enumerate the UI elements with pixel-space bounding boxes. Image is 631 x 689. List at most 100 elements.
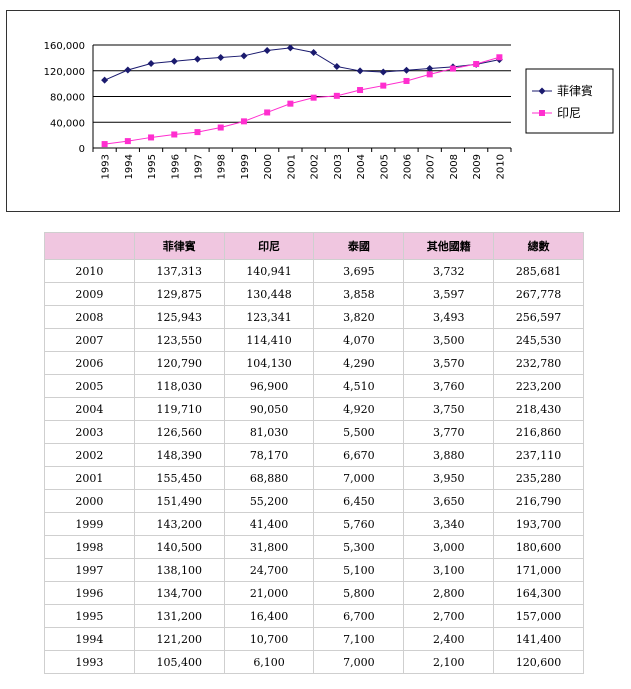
table-row: 1995 131,200 16,400 6,700 2,700 157,000 [44, 604, 584, 628]
x-tick-label: 2005 [379, 154, 390, 179]
table-cell: 7,100 [313, 627, 405, 651]
table-cell: 3,950 [403, 466, 495, 490]
legend-label: 印尼 [557, 106, 581, 120]
x-tick-label: 2009 [472, 154, 483, 179]
table-cell: 2,100 [403, 650, 495, 674]
data-point-diamond [240, 52, 248, 60]
data-point-square [403, 77, 410, 84]
table-cell: 6,450 [313, 489, 405, 513]
data-point-diamond [147, 60, 155, 68]
table-cell: 6,670 [313, 443, 405, 467]
x-tick-label: 2010 [495, 154, 506, 179]
table-cell: 245,530 [493, 328, 584, 352]
table-cell: 3,695 [313, 259, 405, 283]
table-cell: 41,400 [223, 512, 315, 536]
table-cell: 68,880 [223, 466, 315, 490]
table-cell: 96,900 [223, 374, 315, 398]
table-cell: 3,340 [403, 512, 495, 536]
column-header: 菲律賓 [133, 232, 225, 260]
data-point-diamond [217, 54, 225, 62]
column-header: 總數 [493, 232, 584, 260]
table-cell: 2010 [44, 259, 135, 283]
data-point-square [333, 92, 340, 99]
x-tick-label: 2004 [356, 154, 367, 179]
x-tick-label: 2008 [449, 154, 460, 179]
table-cell: 129,875 [133, 282, 225, 306]
data-point-diamond [403, 66, 410, 74]
table-cell: 6,700 [313, 604, 405, 628]
data-point-square [264, 109, 271, 116]
table-cell: 223,200 [493, 374, 584, 398]
table-row: 2005 118,030 96,900 4,510 3,760 223,200 [44, 374, 584, 398]
table-cell: 237,110 [493, 443, 584, 467]
column-header [44, 232, 135, 260]
data-point-square [148, 134, 155, 141]
table-cell: 3,570 [403, 351, 495, 375]
table-cell: 1998 [44, 535, 135, 559]
x-tick-label: 1999 [240, 154, 251, 179]
table-cell: 81,030 [223, 420, 315, 444]
data-point-square [194, 129, 201, 136]
table-cell: 2005 [44, 374, 135, 398]
table-cell: 1999 [44, 512, 135, 536]
table-cell: 164,300 [493, 581, 584, 605]
y-tick-label: 80,000 [50, 93, 85, 104]
table-cell: 120,790 [133, 351, 225, 375]
table-cell: 1995 [44, 604, 135, 628]
table-cell: 235,280 [493, 466, 584, 490]
table-cell: 143,200 [133, 512, 225, 536]
table-body: 2010 137,313 140,941 3,695 3,732 285,681 2009 1… [44, 259, 584, 674]
x-tick-label: 2003 [333, 154, 344, 179]
table-cell: 157,000 [493, 604, 584, 628]
table-row: 1997 138,100 24,700 5,100 3,100 171,000 [44, 558, 584, 582]
table-cell: 1996 [44, 581, 135, 605]
table-cell: 2000 [44, 489, 135, 513]
x-tick-label: 1995 [147, 154, 158, 179]
data-point-diamond [170, 57, 178, 65]
table-cell: 105,400 [133, 650, 225, 674]
data-point-square [287, 100, 294, 107]
table-cell: 2008 [44, 305, 135, 329]
legend-label: 菲律賓 [557, 83, 593, 98]
data-point-square [101, 141, 108, 148]
table-cell: 123,341 [223, 305, 315, 329]
table-cell: 137,313 [133, 259, 225, 283]
table-cell: 2,700 [403, 604, 495, 628]
table-row: 2008 125,943 123,341 3,820 3,493 256,597 [44, 305, 584, 329]
data-point-diamond [426, 64, 434, 72]
table-cell: 4,510 [313, 374, 405, 398]
table-cell: 2006 [44, 351, 135, 375]
table-cell: 2002 [44, 443, 135, 467]
x-tick-label: 1997 [194, 154, 205, 179]
line-chart: 0 40,000 80,000 120,000 160,000 1993 1994 1995 1… [44, 41, 614, 179]
table-cell: 138,100 [133, 558, 225, 582]
table-cell: 6,100 [223, 650, 315, 674]
column-header: 泰國 [313, 232, 405, 260]
y-tick-label: 0 [79, 144, 85, 155]
data-point-square [240, 118, 247, 125]
x-tick-label: 1994 [124, 154, 135, 179]
table-cell: 134,700 [133, 581, 225, 605]
table-row: 2000 151,490 55,200 6,450 3,650 216,790 [44, 489, 584, 513]
table-cell: 10,700 [223, 627, 315, 651]
data-point-diamond [310, 48, 318, 56]
table-cell: 141,400 [493, 627, 584, 651]
table-cell: 140,941 [223, 259, 315, 283]
table-row: 2010 137,313 140,941 3,695 3,732 285,681 [44, 259, 584, 283]
table-cell: 5,300 [313, 535, 405, 559]
table-cell: 2003 [44, 420, 135, 444]
table-cell: 130,448 [223, 282, 315, 306]
x-tick-label: 2002 [310, 154, 321, 179]
y-tick-label: 40,000 [50, 118, 85, 129]
x-tick-label: 2007 [426, 154, 437, 179]
table-row: 2004 119,710 90,050 4,920 3,750 218,430 [44, 397, 584, 421]
table-cell: 3,760 [403, 374, 495, 398]
table-cell: 180,600 [493, 535, 584, 559]
table-row: 2006 120,790 104,130 4,290 3,570 232,780 [44, 351, 584, 375]
y-tick-label: 160,000 [44, 41, 85, 52]
table-cell: 256,597 [493, 305, 584, 329]
table-cell: 7,000 [313, 650, 405, 674]
data-point-square [357, 87, 364, 94]
table-cell: 31,800 [223, 535, 315, 559]
table-cell: 90,050 [223, 397, 315, 421]
